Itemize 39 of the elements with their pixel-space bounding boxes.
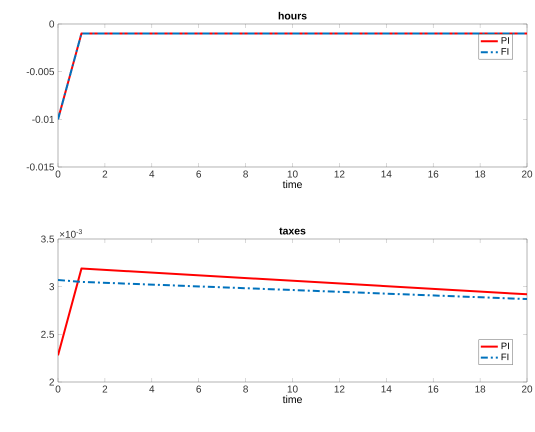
x-tick-label: 0 — [56, 386, 60, 393]
y-tick-label: 0 — [49, 20, 54, 28]
legend-label: FI — [502, 48, 508, 55]
x-tick-label: 4 — [149, 170, 154, 178]
x-tick-label: 14 — [382, 386, 392, 392]
y-tick-label: 2 — [49, 378, 54, 386]
x-tick-label: 16 — [428, 170, 438, 178]
x-tick-label: 16 — [428, 386, 438, 393]
x-tick-label: 8 — [243, 386, 248, 393]
x-tick-label: 12 — [334, 170, 344, 178]
x-tick-label: 4 — [149, 386, 154, 392]
x-tick-label: 20 — [522, 386, 532, 393]
x-tick-label: 20 — [522, 170, 532, 178]
y-tick-label: 2.5 — [41, 330, 54, 338]
x-tick-label: 6 — [196, 170, 202, 178]
x-tick-label: 2 — [102, 170, 108, 178]
y-tick-label: 3 — [49, 283, 54, 290]
chart-title: hours — [278, 12, 307, 20]
text: ×10$^{-3}$ — [60, 229, 82, 238]
chart-title: taxes — [279, 228, 306, 235]
x-tick-label: 10 — [288, 386, 298, 393]
legend-label: PI — [502, 342, 509, 350]
legend-label: FI — [502, 354, 508, 360]
x-tick-label: 14 — [382, 170, 392, 178]
x-tick-label: 12 — [334, 386, 344, 392]
y-tick-label: -0.01 — [32, 116, 54, 123]
y-tick-label: -0.015 — [26, 163, 54, 171]
x-axis-title: time — [282, 395, 302, 404]
x-tick-label: 18 — [475, 386, 486, 393]
y-tick-label: 3.5 — [41, 235, 54, 243]
x-tick-label: 6 — [196, 386, 202, 393]
x-tick-label: 10 — [288, 170, 298, 178]
x-tick-label: 2 — [102, 386, 108, 392]
legend-label: PI — [502, 37, 509, 44]
x-tick-label: 18 — [475, 170, 486, 178]
x-tick-label: 0 — [56, 170, 60, 178]
x-tick-label: 8 — [243, 170, 248, 178]
x-axis-title: time — [282, 180, 302, 188]
y-tick-label: -0.005 — [26, 68, 54, 76]
